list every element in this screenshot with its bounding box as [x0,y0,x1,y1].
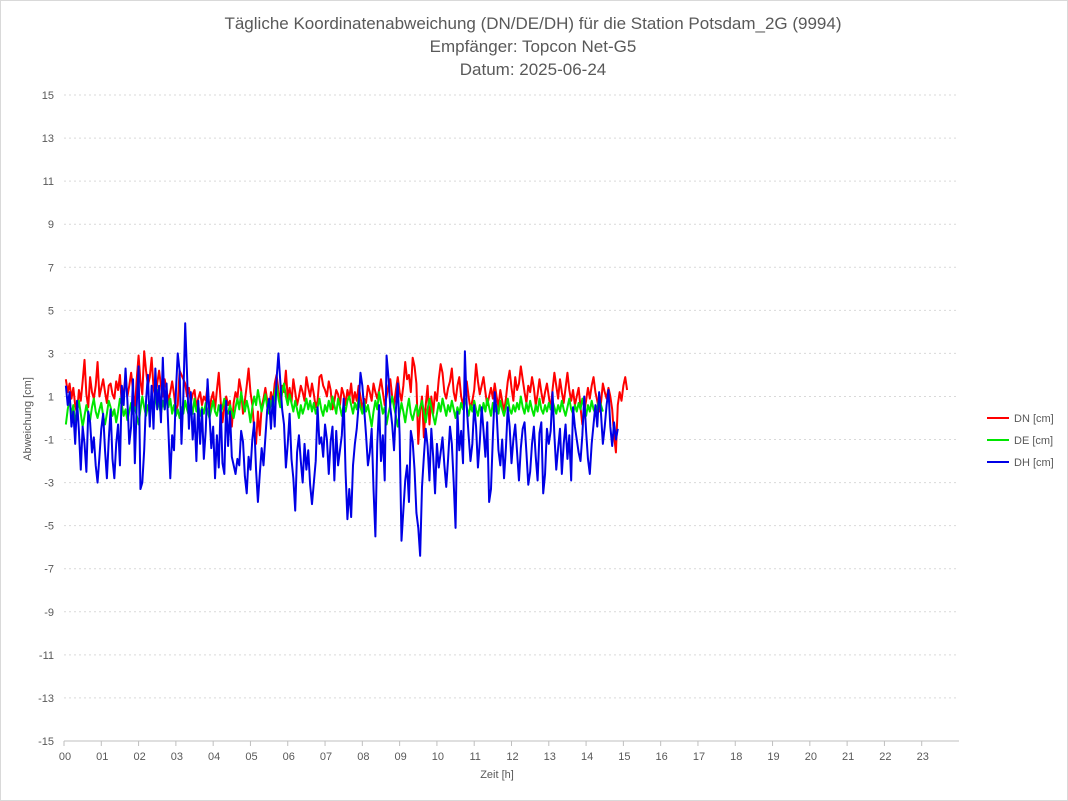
y-tick-label: -11 [39,650,54,662]
x-tick-label: 10 [432,751,444,763]
y-tick-label: -9 [44,607,54,619]
legend: DN [cm] DE [cm] DH [cm] [987,413,1054,469]
x-tick-label: 07 [320,751,332,763]
x-tick-label: 21 [842,751,854,763]
chart-subtitle-date: Datum: 2025-06-24 [460,60,606,79]
legend-label-dh: DH [cm] [1014,457,1054,469]
x-axis-title: Zeit [h] [480,769,514,781]
y-tick-label: -3 [44,478,54,490]
series-layer [64,322,629,557]
y-tick-label: 7 [48,262,54,274]
y-tick-label: 3 [48,348,54,360]
x-tick-label: 18 [730,751,742,763]
legend-label-dn: DN [cm] [1014,413,1054,425]
series-line-dn [64,350,629,454]
y-tick-label: 5 [48,305,54,317]
x-tick-label: 17 [693,751,705,763]
y-tick-label: 15 [42,90,54,102]
y-tick-label: -5 [44,521,54,533]
x-tick-label: 15 [618,751,630,763]
x-tick-label: 13 [544,751,556,763]
x-tick-label: 08 [357,751,369,763]
x-tick-label: 14 [581,751,593,763]
x-tick-label: 16 [656,751,668,763]
y-tick-label: -7 [44,564,54,576]
series-line-dh [64,322,619,557]
x-tick-labels: 00 01 02 03 04 05 06 07 08 09 10 11 12 13 14 15 16 17 18 19… [59,741,929,763]
x-tick-label: 22 [879,751,891,763]
x-tick-label: 02 [133,751,145,763]
y-tick-label: -15 [38,736,54,748]
y-tick-label: 1 [48,391,54,403]
x-tick-label: 19 [767,751,779,763]
y-tick-label: -1 [44,435,54,447]
x-tick-label: 04 [208,751,220,763]
x-tick-label: 09 [395,751,407,763]
chart-subtitle-receiver: Empfänger: Topcon Net-G5 [430,37,637,56]
y-tick-label: 9 [48,219,54,231]
x-tick-label: 03 [171,751,183,763]
x-tick-label: 06 [283,751,295,763]
y-tick-label: 13 [42,133,54,145]
y-tick-label: 11 [43,176,54,188]
x-tick-label: 11 [469,751,480,763]
legend-label-de: DE [cm] [1014,435,1053,447]
x-tick-label: 20 [805,751,817,763]
y-tick-labels: 15 13 11 9 7 5 3 1 -1 -3 -5 -7 -9 -11 -13 -15 [38,90,54,748]
x-tick-label: 05 [245,751,257,763]
x-tick-label: 01 [96,751,108,763]
x-tick-label: 23 [917,751,929,763]
y-axis-title: Abweichung [cm] [22,377,34,461]
chart-title: Tägliche Koordinatenabweichung (DN/DE/DH… [224,14,841,33]
y-tick-label: -13 [38,693,54,705]
x-tick-label: 00 [59,751,71,763]
x-tick-label: 12 [506,751,518,763]
